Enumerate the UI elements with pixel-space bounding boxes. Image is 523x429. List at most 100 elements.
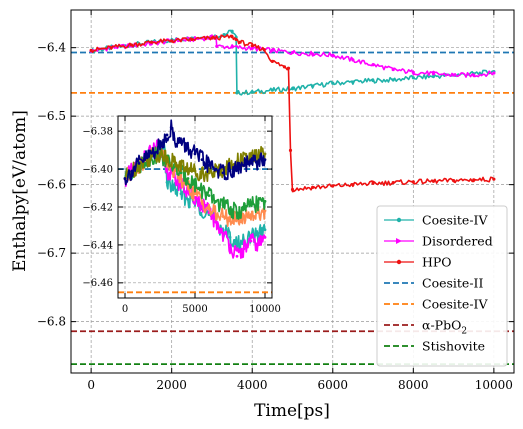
data-point — [186, 184, 190, 188]
data-point — [492, 177, 496, 181]
data-point — [451, 73, 456, 77]
data-point — [230, 29, 234, 33]
data-point — [492, 71, 496, 75]
data-point — [250, 90, 254, 94]
data-point — [193, 182, 197, 186]
data-point — [221, 232, 225, 235]
data-point — [172, 160, 176, 163]
data-point — [190, 37, 194, 42]
data-point — [290, 187, 295, 192]
data-point — [214, 167, 218, 171]
data-point — [263, 235, 267, 239]
data-point — [371, 78, 375, 83]
legend-label-text: Coesite-IV — [422, 213, 488, 228]
data-point — [235, 254, 239, 258]
data-point — [235, 91, 239, 95]
data-point — [221, 171, 225, 175]
data-point — [391, 67, 395, 72]
legend-entry: Coesite-II — [384, 276, 483, 291]
data-point — [170, 39, 174, 43]
data-point — [472, 178, 476, 182]
data-point — [234, 37, 238, 42]
data-point — [331, 53, 335, 57]
data-point — [256, 211, 260, 215]
data-point — [200, 188, 204, 192]
data-point — [230, 45, 234, 49]
x-tick-label: 10000 — [249, 304, 281, 315]
data-point — [242, 207, 246, 211]
data-point — [228, 216, 232, 220]
data-point — [179, 192, 183, 196]
inset-chart: 0 5000 10000 −6.46 −6.44 −6.42 −6.40 −6.38 — [82, 115, 281, 315]
y-tick-label: −6.40 — [82, 164, 113, 175]
data-point — [179, 177, 183, 180]
y-tick-label: −6.4 — [37, 41, 67, 55]
data-point — [451, 178, 456, 183]
data-point — [290, 50, 295, 55]
data-point — [371, 181, 375, 185]
data-point — [235, 243, 239, 247]
data-point — [172, 137, 176, 141]
data-point — [371, 63, 375, 67]
data-point — [235, 218, 239, 222]
legend-entry: Coesite-IV — [384, 297, 488, 312]
main-ticks: 0 2000 4000 6000 8000 10000 −6.8 −6.7 −6.6 −6.5 −6… — [37, 10, 514, 392]
y-tick-label: −6.5 — [37, 109, 66, 123]
data-point — [144, 156, 148, 160]
legend-label: α-PbO2 — [422, 318, 467, 337]
data-point — [242, 247, 246, 251]
legend-marker — [396, 217, 402, 223]
y-tick-label: −6.44 — [82, 240, 113, 251]
data-point — [238, 40, 242, 44]
data-point — [214, 213, 218, 216]
data-point — [221, 215, 225, 218]
y-axis-label: Enthalpy[eV/atom] — [10, 110, 30, 272]
data-point — [250, 44, 254, 48]
data-point — [242, 163, 246, 167]
legend-label: Coesite-IV — [422, 213, 488, 228]
data-point — [169, 125, 173, 129]
data-point — [249, 213, 253, 216]
y-tick-label: −6.46 — [82, 278, 113, 289]
data-point — [165, 180, 169, 184]
data-point — [351, 58, 355, 62]
legend-box — [376, 205, 508, 367]
data-point — [256, 232, 260, 235]
data-point — [186, 198, 190, 201]
data-point — [256, 243, 260, 247]
data-point — [391, 180, 395, 185]
data-point — [123, 177, 127, 180]
legend-label: HPO — [422, 255, 452, 270]
legend-label-text: Coesite-II — [422, 276, 483, 291]
legend-entry: HPO — [384, 255, 452, 270]
legend-label-text: HPO — [422, 255, 452, 270]
data-point — [137, 161, 141, 165]
x-axis-label: Time[ps] — [254, 401, 330, 421]
data-point — [472, 73, 476, 77]
x-tick-label: 8000 — [398, 378, 429, 392]
main-plot-frame — [70, 9, 515, 374]
legend-label: Disordered — [422, 234, 493, 249]
legend-entry: Disordered — [384, 234, 493, 249]
legend-entry: α-PbO2 — [384, 318, 467, 337]
legend-label: Coesite-II — [422, 276, 483, 291]
legend-label-text: Stishovite — [422, 339, 485, 354]
data-point — [282, 65, 287, 69]
data-point — [263, 228, 267, 232]
data-point — [249, 161, 253, 165]
data-point — [165, 169, 169, 173]
data-point — [235, 211, 239, 215]
data-point — [200, 171, 204, 175]
data-point — [179, 171, 183, 175]
data-point — [411, 180, 415, 184]
data-point — [256, 160, 260, 163]
x-tick-label: 0 — [87, 378, 95, 392]
data-point — [311, 52, 315, 56]
legend-label-text: Coesite-IV — [422, 297, 488, 312]
data-point — [311, 84, 315, 88]
legend-entry: Coesite-IV — [384, 213, 488, 228]
data-point — [179, 163, 183, 167]
data-point — [228, 169, 232, 173]
data-point — [215, 44, 219, 48]
